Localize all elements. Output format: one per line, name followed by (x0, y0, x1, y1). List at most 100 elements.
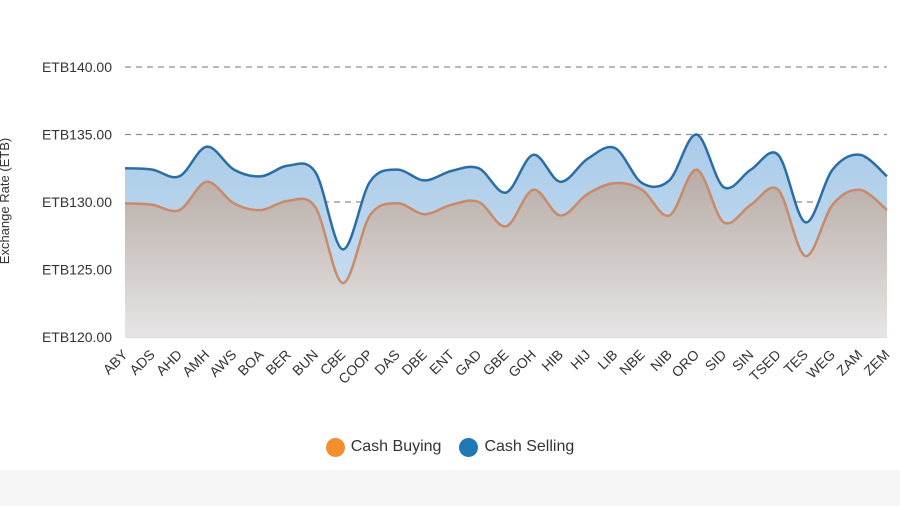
x-tick-label-zam: ZAM (833, 346, 865, 378)
point-cash-buying-nbe[interactable] (639, 187, 645, 193)
point-cash-buying-lib[interactable] (612, 180, 618, 186)
point-cash-selling-coop[interactable] (367, 179, 373, 185)
point-cash-selling-aby[interactable] (122, 165, 128, 171)
point-cash-selling-oro[interactable] (694, 132, 700, 138)
x-tick-label-tsed: TSED (746, 346, 784, 384)
point-cash-selling-zam[interactable] (857, 152, 863, 158)
chart-card: ETB120.00 ETB125.00 ETB130.00 ETB135.00 ETB1… (0, 59, 900, 460)
series-areas (125, 134, 887, 337)
point-cash-buying-zem[interactable] (884, 207, 890, 213)
x-tick-label-gbe: GBE (479, 346, 511, 378)
point-cash-selling-tes[interactable] (802, 219, 808, 225)
point-cash-buying-boa[interactable] (258, 207, 264, 213)
point-cash-buying-bun[interactable] (313, 204, 319, 210)
x-tick-label-ent: ENT (426, 346, 457, 377)
point-cash-buying-cbe[interactable] (340, 280, 346, 286)
point-cash-selling-cbe[interactable] (340, 246, 346, 252)
point-cash-selling-hij[interactable] (585, 156, 591, 162)
point-cash-selling-gad[interactable] (476, 165, 482, 171)
point-cash-selling-ads[interactable] (149, 167, 155, 173)
area-cash-buying (125, 169, 887, 337)
x-axis-ticks: ABYADSAHDAMHAWSBOABERBUNCBECOOPDASDBEENT… (100, 346, 893, 387)
x-tick-label-goh: GOH (505, 346, 539, 380)
x-tick-label-nbe: NBE (616, 346, 648, 378)
x-tick-label-boa: BOA (234, 346, 267, 379)
y-axis-ticks: ETB120.00 ETB125.00 ETB130.00 ETB135.00 ETB1… (42, 59, 112, 345)
x-tick-label-dbe: DBE (398, 346, 430, 378)
point-cash-buying-hib[interactable] (557, 213, 563, 219)
point-cash-buying-ber[interactable] (285, 198, 291, 204)
point-cash-buying-weg[interactable] (830, 202, 836, 208)
legend-label-cash-selling: Cash Selling (484, 438, 575, 455)
line-cash-buying (124, 168, 888, 285)
point-cash-buying-hij[interactable] (585, 191, 591, 197)
point-cash-buying-tsed[interactable] (775, 187, 781, 193)
legend-swatch-cash-buying (325, 437, 345, 457)
point-cash-selling-dbe[interactable] (421, 177, 427, 183)
point-cash-selling-bun[interactable] (313, 169, 319, 175)
point-cash-buying-das[interactable] (394, 200, 400, 206)
point-cash-buying-dbe[interactable] (421, 211, 427, 217)
point-cash-buying-amh[interactable] (204, 179, 210, 185)
point-cash-buying-sin[interactable] (748, 202, 754, 208)
point-cash-buying-ent[interactable] (449, 202, 455, 208)
point-cash-buying-coop[interactable] (367, 213, 373, 219)
point-cash-buying-gad[interactable] (476, 199, 482, 205)
point-cash-selling-ber[interactable] (285, 163, 291, 169)
x-tick-label-gad: GAD (452, 346, 485, 379)
point-cash-selling-lib[interactable] (612, 145, 618, 151)
point-cash-selling-nib[interactable] (666, 177, 672, 183)
point-cash-buying-tes[interactable] (802, 253, 808, 259)
x-tick-label-zem: ZEM (860, 346, 892, 378)
y-tick-label: ETB135.00 (42, 127, 112, 143)
legend-label-cash-buying: Cash Buying (350, 438, 442, 455)
legend-item-cash-buying[interactable]: Cash Buying (325, 437, 442, 457)
point-cash-selling-sin[interactable] (748, 167, 754, 173)
x-tick-label-aby: ABY (100, 346, 132, 378)
x-tick-label-oro: ORO (668, 346, 702, 380)
point-cash-selling-das[interactable] (394, 167, 400, 173)
series-lines (122, 132, 890, 286)
legend-swatch-cash-selling (459, 437, 479, 457)
y-tick-label: ETB140.00 (42, 59, 112, 75)
y-axis-title: Exchange Rate (ETB) (0, 138, 12, 264)
line-cash-selling (124, 133, 888, 251)
x-tick-label-aws: AWS (206, 346, 239, 379)
point-cash-selling-hib[interactable] (557, 179, 563, 185)
point-cash-selling-zem[interactable] (884, 173, 890, 179)
y-tick-label: ETB125.00 (42, 262, 112, 278)
legend: Cash Buying Cash Selling (0, 434, 900, 460)
point-cash-selling-aws[interactable] (231, 167, 237, 173)
x-tick-label-ads: ADS (126, 346, 158, 378)
point-cash-selling-boa[interactable] (258, 173, 264, 179)
legend-item-cash-selling[interactable]: Cash Selling (459, 437, 575, 457)
x-tick-label-hib: HIB (538, 346, 566, 374)
point-cash-buying-ahd[interactable] (176, 207, 182, 213)
point-cash-selling-weg[interactable] (830, 167, 836, 173)
point-cash-buying-aby[interactable] (122, 200, 128, 206)
point-cash-buying-oro[interactable] (694, 167, 700, 173)
point-cash-selling-goh[interactable] (530, 152, 536, 158)
point-cash-buying-nib[interactable] (666, 213, 672, 219)
point-cash-selling-ent[interactable] (449, 168, 455, 174)
y-tick-label: ETB120.00 (42, 329, 112, 345)
point-cash-selling-amh[interactable] (204, 144, 210, 150)
point-cash-buying-gbe[interactable] (503, 223, 509, 229)
point-cash-buying-aws[interactable] (231, 200, 237, 206)
x-tick-label-weg: WEG (803, 346, 838, 381)
point-cash-selling-gbe[interactable] (503, 190, 509, 196)
x-tick-label-bun: BUN (289, 346, 321, 378)
x-tick-label-amh: AMH (179, 346, 212, 379)
x-tick-label-hij: HIJ (567, 346, 593, 372)
point-cash-selling-nbe[interactable] (639, 180, 645, 186)
point-cash-buying-ads[interactable] (149, 202, 155, 208)
point-cash-buying-sid[interactable] (721, 219, 727, 225)
exchange-rate-chart: ETB120.00 ETB125.00 ETB130.00 ETB135.00 ETB1… (0, 59, 893, 387)
point-cash-buying-zam[interactable] (857, 187, 863, 193)
point-cash-buying-goh[interactable] (530, 187, 536, 193)
x-tick-label-ahd: AHD (153, 346, 185, 378)
point-cash-selling-tsed[interactable] (775, 152, 781, 158)
point-cash-selling-ahd[interactable] (176, 173, 182, 179)
point-cash-selling-sid[interactable] (721, 184, 727, 190)
y-tick-label: ETB130.00 (42, 194, 112, 210)
